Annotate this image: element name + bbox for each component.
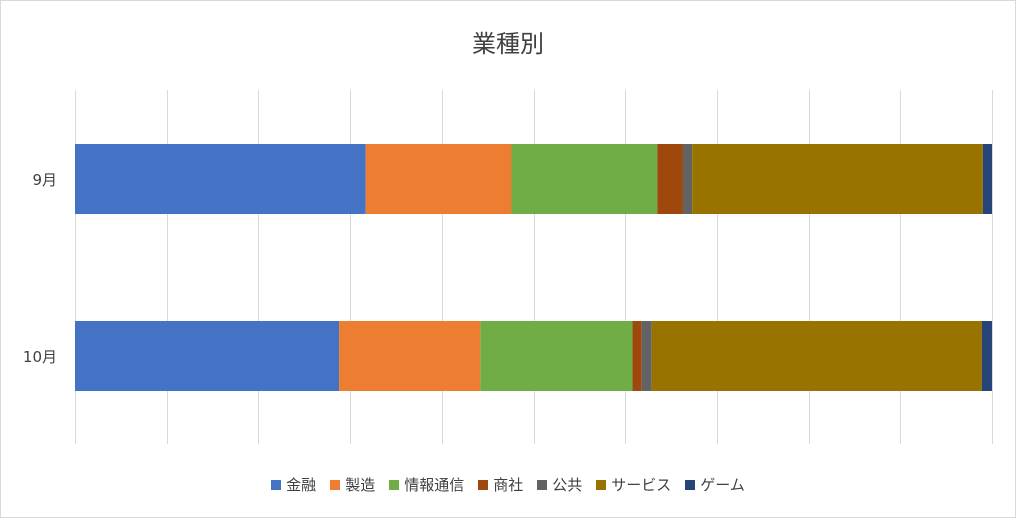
bar-segment <box>511 144 658 214</box>
bar-segment <box>981 321 992 391</box>
bar-segment <box>641 321 652 391</box>
category-label: 10月 <box>23 348 57 366</box>
legend-label: 商社 <box>493 476 524 494</box>
category-label: 9月 <box>32 171 57 189</box>
legend-item: 情報通信 <box>389 474 464 495</box>
legend-label: 製造 <box>345 476 376 494</box>
bar-segment <box>365 144 512 214</box>
legend-label: ゲーム <box>700 476 745 494</box>
legend-label: サービス <box>611 476 672 494</box>
bar-segment <box>75 144 366 214</box>
legend-item: 商社 <box>478 474 523 495</box>
legend-swatch <box>685 479 696 490</box>
legend-label: 金融 <box>286 476 317 494</box>
chart-title: 業種別 <box>472 30 544 58</box>
legend-swatch <box>330 479 341 490</box>
legend-swatch <box>389 479 400 490</box>
bar-segment <box>651 321 982 391</box>
bar-segment <box>632 321 642 391</box>
legend-swatch <box>478 479 489 490</box>
legend-label: 情報通信 <box>404 476 465 494</box>
bar-segment <box>657 144 683 214</box>
legend-item: 金融 <box>271 474 316 495</box>
legend-label: 公共 <box>552 476 583 494</box>
legend-item: サービス <box>596 474 671 495</box>
legend-item: ゲーム <box>685 474 745 495</box>
legend-swatch <box>596 479 607 490</box>
legend-item: 製造 <box>330 474 375 495</box>
legend-item: 公共 <box>537 474 582 495</box>
bar-segment <box>339 321 481 391</box>
bar-segment <box>75 321 340 391</box>
legend: 金融 製造 情報通信 商社 公共 サービス ゲーム <box>0 474 1016 495</box>
bar-segment <box>982 144 992 214</box>
bar-segment <box>480 321 633 391</box>
bar-segment <box>692 144 983 214</box>
bar-segment <box>682 144 693 214</box>
legend-swatch <box>537 479 548 490</box>
legend-swatch <box>271 479 282 490</box>
